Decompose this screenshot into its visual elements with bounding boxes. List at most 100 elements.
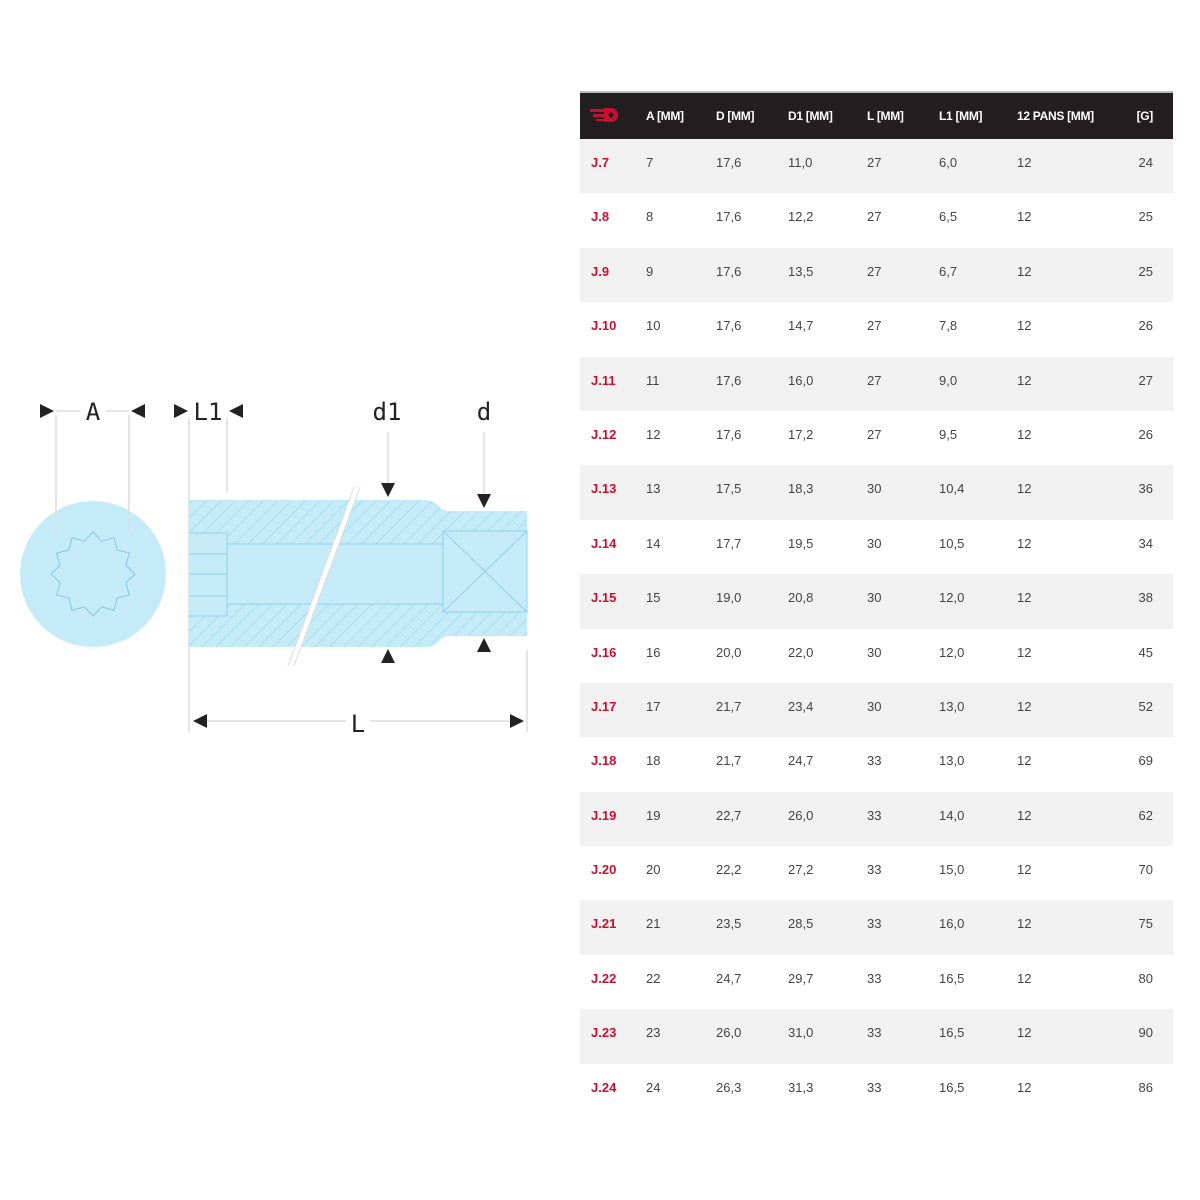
- cell-12-pans: 12: [1017, 590, 1032, 606]
- table-row: J.17 17 21,7 23,4 30 13,0 12 52: [580, 682, 1173, 738]
- cell-weight: 69: [1138, 753, 1153, 769]
- cell-ref: J.21: [591, 916, 617, 932]
- cell-12-pans: 12: [1017, 155, 1032, 170]
- cell-l: 33: [867, 1079, 882, 1095]
- cell-12-pans: 12: [1017, 753, 1032, 769]
- cell-a: 19: [646, 807, 661, 823]
- arrow-down-icon: [381, 483, 395, 497]
- col-d1: D1 [MM]: [788, 109, 833, 123]
- dim-label-l1: L1: [194, 398, 223, 426]
- cell-l1: 14,0: [939, 807, 965, 823]
- cell-a: 12: [646, 426, 661, 442]
- cell-l: 27: [867, 209, 882, 225]
- dim-label-d: d: [477, 398, 491, 426]
- cell-d1: 18,3: [788, 481, 814, 497]
- cell-12-pans: 12: [1017, 970, 1032, 986]
- cell-d: 26,0: [716, 1025, 742, 1041]
- cell-d: 21,7: [716, 753, 742, 769]
- cell-ref: J.22: [591, 970, 617, 986]
- cell-d: 19,0: [716, 590, 742, 606]
- cell-12-pans: 12: [1017, 481, 1032, 497]
- cell-a: 18: [646, 753, 661, 769]
- table-row: J.24 24 26,3 31,3 33 16,5 12 86: [580, 1064, 1173, 1118]
- cell-d: 17,6: [716, 209, 742, 225]
- cell-a: 16: [646, 644, 661, 660]
- cell-weight: 70: [1138, 862, 1153, 878]
- table-row: J.9 9 17,6 13,5 27 6,7 12 25: [580, 247, 1173, 303]
- cell-12-pans: 12: [1017, 535, 1032, 551]
- arrow-up-icon: [477, 638, 491, 652]
- socket-end-view: A: [20, 398, 166, 647]
- cell-l1: 16,0: [939, 916, 965, 932]
- cell-a: 9: [646, 263, 654, 279]
- table-row: J.16 16 20,0 22,0 30 12,0 12 45: [580, 629, 1173, 683]
- cell-l1: 13,0: [939, 753, 965, 769]
- cell-l: 30: [867, 590, 882, 606]
- cell-12-pans: 12: [1017, 698, 1032, 714]
- cell-weight: 45: [1138, 644, 1153, 660]
- cell-ref: J.11: [591, 372, 616, 388]
- cell-weight: 26: [1138, 426, 1153, 442]
- cell-a: 14: [646, 535, 661, 551]
- cell-weight: 90: [1138, 1025, 1153, 1041]
- cell-weight: 36: [1138, 481, 1153, 497]
- cell-12-pans: 12: [1017, 862, 1032, 878]
- arrow-down-icon: [477, 494, 491, 508]
- cell-d1: 19,5: [788, 535, 814, 551]
- table-row: J.13 13 17,5 18,3 30 10,4 12 36: [580, 465, 1173, 520]
- cell-weight: 86: [1138, 1079, 1153, 1095]
- cell-d1: 11,0: [788, 155, 813, 170]
- cell-d1: 14,7: [788, 318, 814, 334]
- table-header-row: A [MM] D [MM] D1 [MM] L [MM] L1 [MM] 12 …: [580, 92, 1173, 139]
- cell-a: 7: [646, 155, 654, 170]
- cell-d1: 29,7: [788, 970, 814, 986]
- cell-weight: 62: [1138, 807, 1153, 823]
- col-d: D [MM]: [716, 109, 755, 123]
- cell-12-pans: 12: [1017, 426, 1032, 442]
- table-row: J.15 15 19,0 20,8 30 12,0 12 38: [580, 574, 1173, 629]
- cell-l1: 9,5: [939, 426, 958, 442]
- cell-l1: 12,0: [939, 644, 965, 660]
- cell-d: 26,3: [716, 1079, 742, 1095]
- table-row: J.18 18 21,7 24,7 33 13,0 12 69: [580, 737, 1173, 791]
- cell-12-pans: 12: [1017, 318, 1032, 334]
- cell-l1: 6,0: [939, 155, 958, 170]
- arrow-right-icon: [40, 404, 54, 418]
- dimensions-table: A [MM] D [MM] D1 [MM] L [MM] L1 [MM] 12 …: [580, 91, 1173, 1118]
- table-row: J.7 7 17,6 11,0 27 6,0 12 24: [580, 139, 1173, 194]
- arrow-left-icon: [193, 714, 207, 728]
- cell-ref: J.23: [591, 1025, 617, 1041]
- cell-12-pans: 12: [1017, 372, 1032, 388]
- cell-ref: J.10: [591, 318, 617, 334]
- facom-logo-icon: [590, 107, 618, 122]
- cell-ref: J.7: [591, 155, 610, 170]
- table-row: J.14 14 17,7 19,5 30 10,5 12 34: [580, 520, 1173, 574]
- cell-ref: J.15: [591, 590, 617, 606]
- cell-l1: 15,0: [939, 862, 965, 878]
- cell-l: 30: [867, 644, 882, 660]
- cell-d1: 27,2: [788, 862, 814, 878]
- cell-l: 27: [867, 155, 882, 170]
- cell-l1: 16,5: [939, 1025, 965, 1041]
- cell-d1: 22,0: [788, 644, 814, 660]
- cell-a: 21: [646, 916, 661, 932]
- cell-ref: J.20: [591, 862, 617, 878]
- table-row: J.12 12 17,6 17,2 27 9,5 12 26: [580, 411, 1173, 465]
- arrow-right-icon: [174, 404, 188, 418]
- cell-12-pans: 12: [1017, 263, 1032, 279]
- cell-weight: 80: [1138, 970, 1153, 986]
- cell-d: 17,6: [716, 372, 742, 388]
- cell-d: 17,6: [716, 426, 742, 442]
- col-weight: [G]: [1136, 109, 1154, 123]
- cell-ref: J.14: [591, 535, 617, 551]
- cell-12-pans: 12: [1017, 916, 1032, 932]
- cell-d1: 17,2: [788, 426, 814, 442]
- cell-d: 22,7: [716, 807, 742, 823]
- cell-d: 23,5: [716, 916, 742, 932]
- table-row: J.8 8 17,6 12,2 27 6,5 12 25: [580, 193, 1173, 247]
- cell-l1: 16,5: [939, 970, 965, 986]
- cell-l: 27: [867, 263, 882, 279]
- cell-l: 33: [867, 916, 882, 932]
- cell-ref: J.19: [591, 807, 617, 823]
- cell-ref: J.9: [591, 263, 610, 279]
